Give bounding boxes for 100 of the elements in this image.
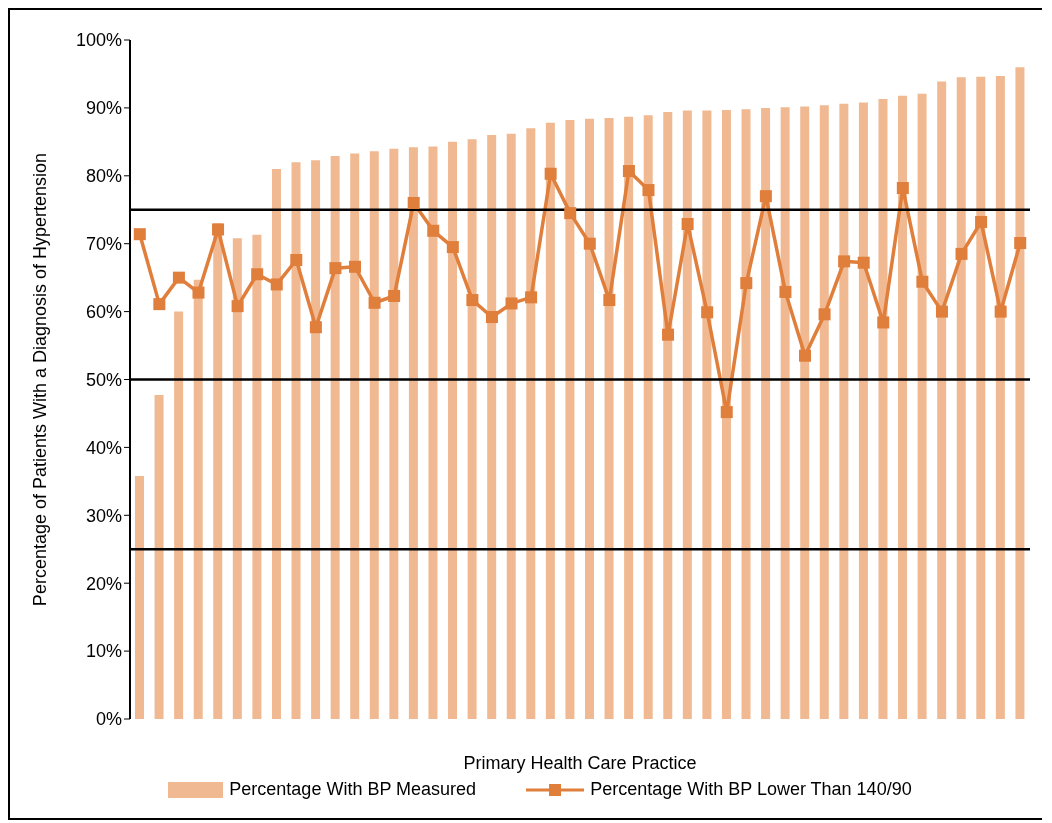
bar bbox=[526, 128, 536, 719]
point bbox=[799, 349, 811, 362]
point bbox=[1014, 237, 1027, 250]
bar bbox=[663, 111, 673, 719]
y-tick-label: 0% bbox=[95, 709, 122, 730]
bar bbox=[839, 103, 849, 719]
point bbox=[525, 291, 538, 304]
bar bbox=[604, 118, 614, 719]
bar bbox=[350, 153, 360, 719]
point bbox=[564, 207, 577, 220]
point bbox=[290, 254, 303, 266]
legend-label: Percentage With BP Lower Than 140/90 bbox=[590, 779, 912, 800]
point bbox=[388, 289, 401, 302]
point bbox=[407, 196, 420, 209]
bar bbox=[291, 162, 301, 719]
point bbox=[603, 294, 616, 307]
y-axis-title: Percentage of Patients With a Diagnosis of Hypertension bbox=[30, 152, 51, 607]
point bbox=[701, 306, 714, 319]
point bbox=[916, 275, 929, 288]
point bbox=[231, 300, 244, 313]
point bbox=[955, 247, 968, 260]
point bbox=[622, 165, 635, 178]
bar bbox=[154, 395, 164, 719]
point bbox=[153, 298, 166, 311]
y-tick-label: 20% bbox=[85, 573, 122, 594]
y-tick-label: 30% bbox=[85, 505, 122, 526]
bar bbox=[193, 279, 203, 719]
bar bbox=[898, 95, 908, 719]
bar bbox=[624, 116, 634, 719]
point bbox=[818, 308, 831, 321]
point bbox=[329, 262, 342, 275]
point bbox=[349, 260, 361, 273]
bar bbox=[741, 109, 751, 719]
bar bbox=[917, 93, 927, 719]
bar bbox=[682, 110, 692, 719]
y-tick-label: 60% bbox=[85, 301, 122, 322]
bar bbox=[506, 133, 516, 719]
bar bbox=[565, 120, 575, 719]
bar bbox=[252, 234, 262, 719]
bar bbox=[389, 148, 399, 719]
bar bbox=[1015, 67, 1025, 719]
bar bbox=[408, 147, 418, 719]
point bbox=[935, 305, 948, 318]
y-tick-label: 80% bbox=[85, 166, 122, 187]
y-tick-label: 10% bbox=[85, 641, 122, 662]
bar bbox=[721, 109, 731, 719]
bar bbox=[800, 106, 810, 719]
bar bbox=[976, 76, 986, 719]
point bbox=[192, 286, 205, 299]
point bbox=[779, 285, 792, 298]
bar bbox=[585, 118, 594, 719]
point bbox=[740, 277, 753, 290]
point bbox=[857, 256, 870, 269]
point bbox=[720, 406, 733, 419]
bar bbox=[780, 107, 790, 719]
bar bbox=[135, 475, 144, 719]
y-tick-label: 90% bbox=[85, 98, 122, 119]
bar bbox=[702, 110, 712, 719]
point bbox=[270, 278, 283, 291]
bar bbox=[487, 135, 497, 719]
bar bbox=[330, 156, 340, 719]
bar bbox=[311, 160, 321, 719]
bar bbox=[369, 151, 379, 719]
bar bbox=[878, 99, 888, 719]
bar bbox=[956, 77, 966, 719]
point bbox=[994, 305, 1007, 318]
point bbox=[544, 167, 557, 180]
point bbox=[759, 190, 772, 203]
point bbox=[642, 184, 655, 197]
point bbox=[368, 296, 381, 309]
bar bbox=[643, 115, 653, 719]
bar bbox=[761, 107, 771, 719]
point bbox=[662, 328, 675, 341]
y-tick-label: 40% bbox=[85, 437, 122, 458]
point bbox=[485, 311, 498, 324]
point bbox=[877, 316, 890, 329]
point bbox=[466, 294, 479, 307]
point bbox=[251, 268, 264, 281]
point bbox=[975, 215, 988, 228]
bar bbox=[232, 238, 242, 719]
bar bbox=[995, 75, 1005, 719]
point bbox=[583, 237, 596, 250]
point bbox=[838, 255, 851, 268]
point bbox=[896, 182, 909, 195]
bar bbox=[819, 105, 829, 719]
bar bbox=[428, 146, 438, 719]
y-tick-label: 100% bbox=[75, 30, 122, 51]
bar bbox=[174, 311, 184, 719]
y-tick-label: 50% bbox=[85, 369, 122, 390]
bar bbox=[448, 141, 458, 719]
point bbox=[133, 228, 146, 241]
point bbox=[172, 271, 185, 284]
x-axis-title: Primary Health Care Practice bbox=[463, 753, 697, 773]
point bbox=[446, 241, 459, 254]
point bbox=[681, 218, 694, 231]
bar bbox=[467, 139, 477, 719]
point bbox=[505, 297, 518, 310]
y-tick-label: 70% bbox=[85, 234, 122, 255]
bar bbox=[545, 122, 555, 719]
bar bbox=[937, 81, 947, 719]
